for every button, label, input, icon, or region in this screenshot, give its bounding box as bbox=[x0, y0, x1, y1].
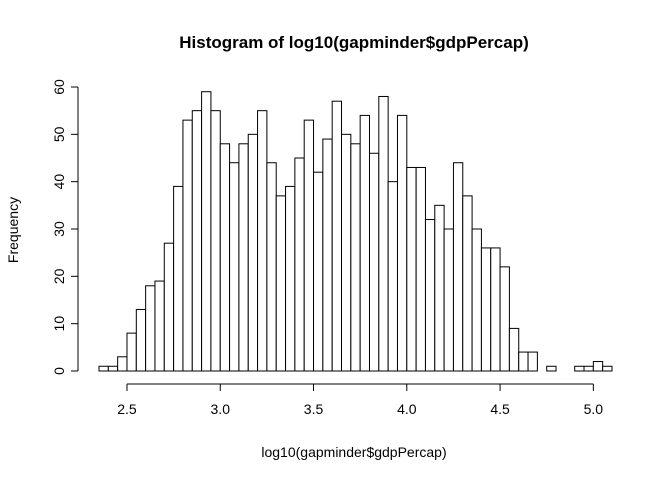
histogram-bar bbox=[583, 365, 594, 372]
histogram-bar bbox=[508, 327, 520, 372]
histogram-bar bbox=[378, 95, 389, 372]
histogram-bar bbox=[574, 365, 585, 372]
histogram-bar bbox=[331, 100, 343, 372]
histogram-bar bbox=[424, 219, 436, 372]
y-tick-label: 20 bbox=[51, 268, 67, 284]
histogram-bar bbox=[546, 365, 557, 372]
histogram-bar bbox=[602, 365, 613, 372]
histogram-bar bbox=[350, 143, 361, 372]
chart-title: Histogram of log10(gapminder$gdpPercap) bbox=[179, 33, 529, 52]
histogram-bar bbox=[527, 351, 538, 372]
histogram-bar bbox=[173, 185, 184, 372]
x-tick-label: 2.5 bbox=[117, 401, 137, 417]
histogram-bar bbox=[452, 162, 464, 372]
histogram-bar bbox=[154, 280, 165, 372]
histogram-bar bbox=[490, 247, 501, 372]
histogram-bar bbox=[387, 181, 398, 372]
x-tick-label: 3.5 bbox=[304, 401, 324, 417]
x-tick-label: 3.0 bbox=[211, 401, 231, 417]
histogram-bar bbox=[182, 119, 193, 372]
x-axis-label: log10(gapminder$gdpPercap) bbox=[261, 444, 446, 460]
x-axis: 2.5 3.0 3.5 4.0 4.5 5.0 bbox=[117, 383, 604, 417]
histogram-bar bbox=[163, 242, 175, 372]
histogram-bar bbox=[229, 162, 240, 372]
histogram-bar bbox=[201, 91, 212, 372]
histogram-bar bbox=[313, 171, 324, 372]
y-axis-label: Frequency bbox=[5, 197, 21, 263]
histogram-bar bbox=[266, 162, 277, 372]
histogram-bar bbox=[322, 138, 333, 372]
histogram-bar bbox=[406, 166, 417, 372]
histogram-bar bbox=[275, 195, 287, 372]
histogram-bar bbox=[294, 157, 305, 372]
histogram-bar bbox=[480, 247, 492, 372]
x-tick-label: 4.5 bbox=[490, 401, 510, 417]
histogram-bar bbox=[415, 166, 426, 372]
histogram-bar bbox=[247, 133, 259, 372]
histogram-bar bbox=[303, 119, 315, 372]
histogram-bar bbox=[359, 114, 370, 372]
bars-group bbox=[98, 91, 613, 372]
histogram-bar bbox=[443, 228, 454, 372]
histogram-bar bbox=[257, 110, 268, 372]
histogram-bar bbox=[135, 308, 147, 372]
histogram-bar bbox=[434, 204, 445, 372]
histogram-bar bbox=[107, 365, 119, 372]
histogram-bar bbox=[341, 133, 352, 372]
histogram-bar bbox=[499, 266, 510, 372]
histogram-bar bbox=[462, 195, 473, 372]
histogram-bar bbox=[98, 365, 109, 372]
x-tick-label: 4.0 bbox=[397, 401, 417, 417]
histogram-bar bbox=[285, 185, 296, 372]
histogram-bar bbox=[368, 152, 380, 372]
y-tick-label: 30 bbox=[51, 221, 67, 237]
histogram-bar bbox=[238, 143, 249, 372]
y-tick-label: 10 bbox=[51, 316, 67, 332]
histogram-bar bbox=[126, 332, 137, 372]
y-tick-label: 0 bbox=[51, 367, 67, 375]
y-tick-label: 50 bbox=[51, 126, 67, 142]
histogram-bar bbox=[518, 351, 529, 372]
y-tick-label: 60 bbox=[51, 79, 67, 95]
histogram-bar bbox=[191, 110, 203, 372]
histogram-bar bbox=[117, 356, 128, 372]
y-axis: 0 10 20 30 40 50 60 bbox=[51, 79, 79, 375]
histogram-bar bbox=[471, 228, 482, 372]
histogram-bar bbox=[219, 143, 231, 372]
histogram-bar bbox=[210, 110, 221, 372]
histogram-bar bbox=[145, 285, 156, 372]
x-tick-label: 5.0 bbox=[584, 401, 604, 417]
histogram-bar bbox=[592, 361, 604, 372]
histogram-bar bbox=[396, 114, 408, 372]
y-tick-label: 40 bbox=[51, 174, 67, 190]
